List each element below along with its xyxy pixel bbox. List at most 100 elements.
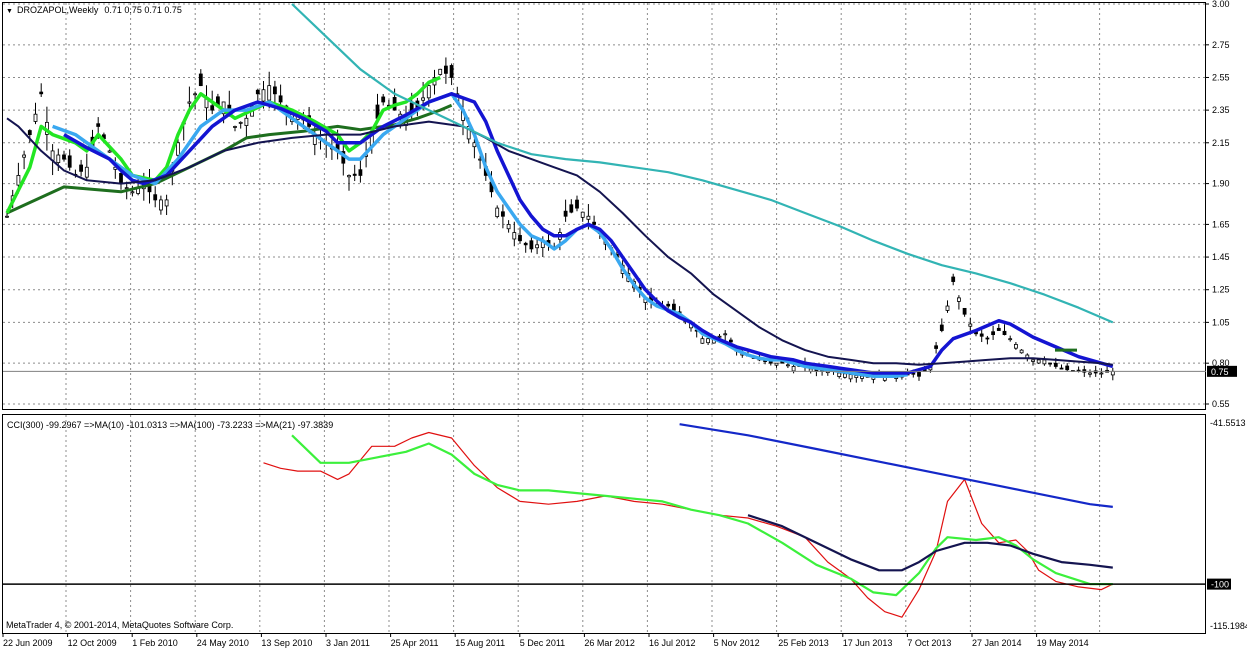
candle-body <box>352 173 357 176</box>
moving-average-line <box>6 117 1113 366</box>
price-tick-label: 1.65 <box>1212 219 1230 229</box>
candle-body <box>957 297 961 302</box>
price-tick-label: 1.45 <box>1212 252 1230 262</box>
price-tick-label: 0.55 <box>1212 399 1230 409</box>
cci-line <box>291 434 1113 597</box>
candle-body <box>939 324 944 331</box>
price-tick-label: 2.75 <box>1212 40 1230 50</box>
time-tick-label: 5 Nov 2012 <box>714 638 760 648</box>
candles <box>5 57 1115 384</box>
candle-body <box>580 211 585 218</box>
time-tick-label: 25 Feb 2013 <box>778 638 829 648</box>
candle-body <box>244 117 249 126</box>
candle-body <box>979 333 984 337</box>
candle-body <box>791 366 796 372</box>
moving-average-line <box>52 92 908 378</box>
time-tick-label: 16 Jul 2012 <box>649 638 696 648</box>
candle-body <box>1019 349 1024 354</box>
time-axis: 22 Jun 2009 12 Oct 2009 1 Feb 2010 24 May 2… <box>2 633 1089 648</box>
candle-body <box>381 96 386 103</box>
chart-grid <box>3 3 1205 633</box>
time-tick-label: 22 Jun 2009 <box>3 638 53 648</box>
candle-body <box>5 215 9 218</box>
candle-body <box>666 303 671 307</box>
candle-body <box>837 372 842 377</box>
candle-body <box>130 191 135 194</box>
time-tick-label: 5 Dec 2011 <box>520 638 565 648</box>
candle-body <box>951 276 956 282</box>
candle-body <box>426 85 431 99</box>
cci-line <box>747 514 1113 572</box>
candle-body <box>786 364 790 367</box>
candle-body <box>176 142 180 156</box>
candle-body <box>56 154 61 164</box>
candle-body <box>233 126 237 128</box>
candle-body <box>1093 370 1098 374</box>
candle-body <box>96 123 101 127</box>
candle-body <box>347 175 351 178</box>
candle-body <box>996 327 1001 331</box>
candle-body <box>962 307 967 315</box>
ohlc-label: 0.71 0.75 0.71 0.75 <box>104 5 182 15</box>
level-badge-value: -100 <box>1211 580 1229 590</box>
candle-body <box>917 372 921 377</box>
candle-body <box>67 155 72 168</box>
candle-body <box>39 91 44 95</box>
candle-body <box>158 199 163 211</box>
candle-body <box>62 154 66 160</box>
candle-body <box>860 375 864 379</box>
candle-body <box>911 372 916 375</box>
candle-body <box>774 362 779 366</box>
cci-line <box>679 423 1113 508</box>
candle-body <box>1099 372 1104 375</box>
candle-body <box>193 93 198 96</box>
candle-body <box>723 333 728 336</box>
candle-body <box>843 373 847 378</box>
cci-tick-label: -115.1984 <box>1210 621 1247 631</box>
collapse-arrow-icon[interactable]: ▼ <box>6 8 13 15</box>
level-badge <box>1207 578 1231 590</box>
candle-body <box>198 73 203 87</box>
moving-average-line <box>6 103 453 215</box>
candle-body <box>472 142 477 148</box>
candle-body <box>107 150 112 153</box>
candle-body <box>1002 330 1007 336</box>
candle-body <box>1053 362 1058 367</box>
cci-lines <box>263 423 1114 618</box>
time-tick-label: 15 Aug 2011 <box>455 638 505 648</box>
candle-body <box>79 164 83 172</box>
price-tick-label: 2.35 <box>1212 105 1230 115</box>
candle-body <box>991 331 995 336</box>
candle-body <box>848 374 853 380</box>
cci-axis: -41.5513 -115.1984 <box>1210 418 1247 631</box>
time-tick-label: 12 Oct 2009 <box>68 638 117 648</box>
price-moving-averages <box>5 3 1114 378</box>
candle-body <box>518 235 522 242</box>
candle-body <box>1110 370 1115 376</box>
candle-body <box>153 194 158 201</box>
time-tick-label: 3 Jan 2011 <box>326 638 370 648</box>
candle-body <box>119 173 123 184</box>
candle-body <box>358 169 363 176</box>
time-tick-label: 17 Jun 2013 <box>843 638 893 648</box>
cci-line <box>263 431 1114 618</box>
candle-body <box>495 207 500 217</box>
candle-body <box>16 175 21 186</box>
price-badge-value: 0.75 <box>1211 367 1229 377</box>
candle-body <box>1036 359 1041 364</box>
candle-body <box>934 345 938 349</box>
price-tick-label: 1.90 <box>1212 179 1230 189</box>
time-tick-label: 25 Apr 2011 <box>391 638 439 648</box>
candle-body <box>278 95 283 103</box>
candle-body <box>700 338 705 344</box>
candle-body <box>1048 362 1052 365</box>
copyright-label: MetaTrader 4, © 2001-2014, MetaQuotes So… <box>6 620 233 630</box>
time-tick-label: 1 Feb 2010 <box>132 638 178 648</box>
chart-title: DROZAPOL,Weekly 0.71 0.75 0.71 0.75 <box>17 5 182 15</box>
candle-body <box>421 97 426 101</box>
candle-body <box>512 232 517 240</box>
price-badge <box>1207 365 1237 377</box>
candle-body <box>854 375 859 378</box>
price-tick-label: 3.00 <box>1212 0 1230 9</box>
price-tick-label: 0.80 <box>1212 358 1230 368</box>
